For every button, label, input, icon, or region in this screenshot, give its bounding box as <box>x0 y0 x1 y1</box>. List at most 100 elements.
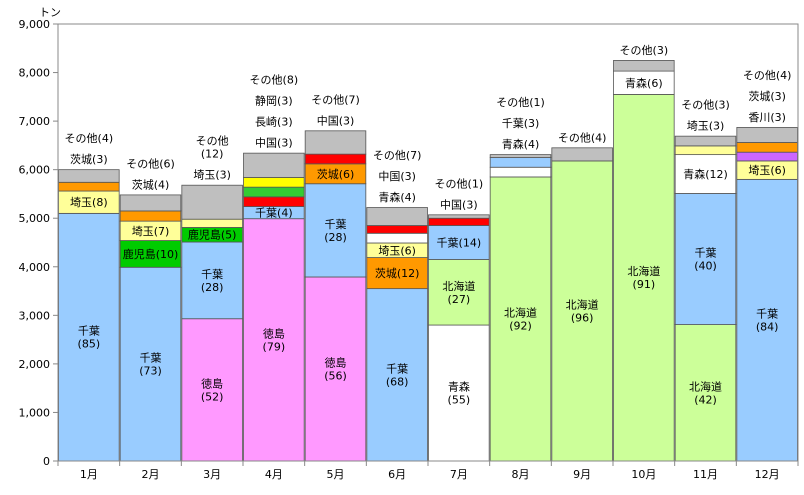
segment-label-line: 北海道 <box>689 379 722 393</box>
segment-label: 青森(6) <box>625 76 663 90</box>
segment-label-above-line: 中国(3) <box>317 114 355 127</box>
y-tick-label: 7,000 <box>19 115 51 128</box>
bar-segment-9-2 <box>551 147 613 162</box>
bar-segment-11-5 <box>674 135 737 147</box>
segment-label-line: (40) <box>694 260 717 273</box>
segment-label: 埼玉(7) <box>132 224 170 238</box>
segment-label-line: 千葉 <box>756 307 778 321</box>
segment-label-above: その他(7) <box>311 93 360 106</box>
segment-label-line: 千葉 <box>78 324 100 338</box>
segment-label: 千葉(40) <box>694 246 717 273</box>
segment-label-line: (56) <box>324 369 347 382</box>
y-tick-label: 5,000 <box>19 212 51 225</box>
bar-segment-1-3 <box>58 181 120 192</box>
segment-label: 埼玉(8) <box>70 195 108 209</box>
bar-segment-2-1 <box>119 266 182 462</box>
segment-label-above-line: 長崎(3) <box>255 115 293 129</box>
bar-segment-6-5 <box>366 225 428 234</box>
segment-label-above-line: その他(7) <box>311 93 360 106</box>
segment-label-line: (68) <box>386 375 409 388</box>
x-tick-label: 11月 <box>693 468 718 481</box>
bar-segment-12-4 <box>736 142 798 153</box>
segment-label: 北海道(91) <box>627 264 660 291</box>
y-tick-label: 4,000 <box>19 261 51 274</box>
segment-label-line: (79) <box>263 340 286 353</box>
bar-segment-11-4 <box>674 145 737 156</box>
segment-label-above-line: (12) <box>201 148 224 161</box>
bar-segment-4-4 <box>243 186 305 198</box>
segment-label-above-line: 千葉(3) <box>502 116 540 130</box>
x-tick-label: 1月 <box>80 468 98 481</box>
x-tick-label: 9月 <box>573 468 591 481</box>
x-tick-label: 6月 <box>388 468 406 481</box>
segment-label-above: 長崎(3) <box>255 115 293 129</box>
segment-label-line: 鹿児島(10) <box>123 247 179 261</box>
segment-label-above-line: 中国(3) <box>378 170 416 183</box>
segment-label: 埼玉(6) <box>748 163 786 177</box>
segment-label: 千葉(14) <box>437 236 482 250</box>
segment-label-above: その他(7) <box>373 149 422 162</box>
segment-label-above-line: その他(3) <box>620 44 669 57</box>
segment-label: 千葉(28) <box>324 217 347 244</box>
segment-label-line: 茨城(12) <box>375 266 420 280</box>
segment-label-line: 徳島 <box>325 355 347 369</box>
bar-segment-7-1 <box>428 324 490 462</box>
segment-label-above-line: その他(1) <box>496 96 545 109</box>
segment-label-above-line: その他(1) <box>435 177 484 190</box>
segment-label-above-line: その他(7) <box>373 149 422 162</box>
segment-label-line: 青森(12) <box>683 167 728 181</box>
bar-segment-3-1 <box>181 318 243 462</box>
segment-label-line: (52) <box>201 390 224 403</box>
segment-label-line: 千葉 <box>325 217 347 231</box>
bar-segment-8-2 <box>489 166 552 178</box>
segment-label-line: 鹿児島(5) <box>188 228 237 242</box>
segment-label-above: その他(4) <box>65 132 114 145</box>
segment-label-line: 北海道 <box>504 305 537 319</box>
segment-label-above: 中国(3) <box>317 114 355 127</box>
segment-label-line: (92) <box>509 319 532 332</box>
segment-label-line: 千葉(14) <box>437 236 482 250</box>
y-tick-label: 9,000 <box>19 18 51 31</box>
bar-segment-1-4 <box>58 169 120 183</box>
segment-label-above: 茨城(3) <box>748 89 786 103</box>
segment-label-line: 北海道 <box>566 297 599 311</box>
segment-label-above: 茨城(4) <box>132 177 170 191</box>
segment-label-above-line: その他(3) <box>681 99 730 112</box>
segment-label: 北海道(96) <box>566 297 599 324</box>
bar-segment-1-1 <box>58 212 120 462</box>
bar-segment-6-2 <box>366 257 428 290</box>
segment-label-line: (73) <box>139 365 162 378</box>
segment-label: 千葉(85) <box>78 324 101 351</box>
bar-segment-4-1 <box>243 218 305 462</box>
bar-segment-4-6 <box>243 152 305 178</box>
segment-label: 茨城(6) <box>317 167 355 181</box>
bar-segment-12-5 <box>736 127 798 143</box>
segment-label: 北海道(42) <box>689 379 722 406</box>
segment-label-above: 静岡(3) <box>255 94 293 108</box>
segment-label-above-line: その他 <box>196 135 229 148</box>
segment-label-above: 埼玉(3) <box>193 168 231 182</box>
segment-label-above: その他(1) <box>496 96 545 109</box>
segment-label-above-line: 中国(3) <box>440 198 478 211</box>
bar-segment-4-3 <box>243 196 305 207</box>
x-tick-label: 3月 <box>203 468 221 481</box>
bar-segment-6-6 <box>366 207 428 226</box>
segment-label-above-line: 静岡(3) <box>255 94 293 108</box>
bar-segment-11-3 <box>674 154 737 194</box>
y-tick-label: 0 <box>43 455 50 468</box>
segment-label-line: 千葉 <box>695 246 717 260</box>
segment-label: 千葉(4) <box>255 206 293 220</box>
segment-label-line: 徳島 <box>263 326 285 340</box>
segment-label: 徳島(52) <box>201 376 224 403</box>
segment-label: 茨城(12) <box>375 266 420 280</box>
x-tick-label: 4月 <box>265 468 283 481</box>
segment-label-line: (85) <box>78 338 101 351</box>
segment-label-above-line: 埼玉(3) <box>193 168 231 182</box>
segment-label-line: (27) <box>448 293 471 306</box>
bar-segment-12-3 <box>736 151 798 162</box>
segment-label-line: 千葉 <box>140 351 162 365</box>
segment-label: 北海道(92) <box>504 305 537 332</box>
segment-label-above-line: 青森(4) <box>502 137 540 151</box>
segment-label-above-line: 中国(3) <box>255 137 293 150</box>
